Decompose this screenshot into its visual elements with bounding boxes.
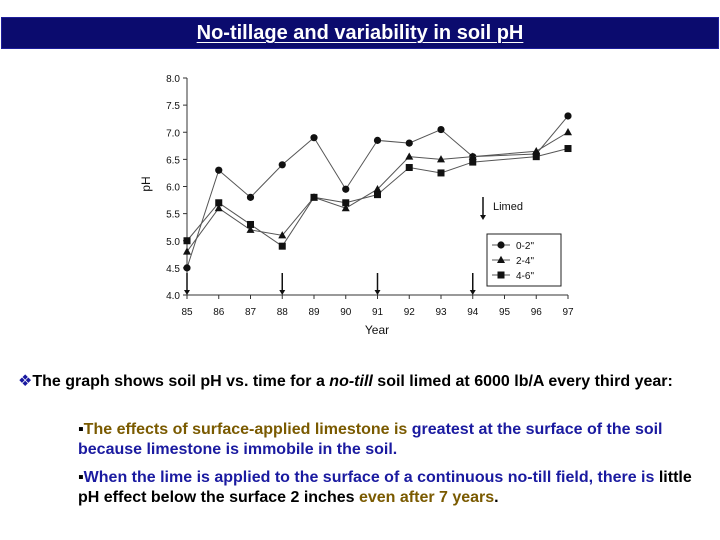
y-tick-label: 5.0 bbox=[166, 237, 180, 248]
intro-text-c: soil limed at 6000 lb/A every third year… bbox=[372, 373, 673, 390]
ph-line-chart: 4.0 4.5 5.0 5.5 6.0 6.5 7.0 7.5 8.0 85 86 87 88 89 90 9… bbox=[139, 74, 574, 337]
limed-arrow-head bbox=[279, 290, 286, 295]
x-tick-label: 89 bbox=[308, 307, 320, 318]
data-point bbox=[405, 164, 413, 172]
data-point bbox=[342, 185, 350, 193]
data-point bbox=[468, 152, 477, 160]
y-tick-label: 6.0 bbox=[166, 183, 180, 194]
series-line bbox=[186, 148, 569, 247]
legend-label: 4-6" bbox=[516, 271, 534, 282]
bullet1-text-a: The effects of surface-applied limestone… bbox=[83, 421, 412, 438]
series-square bbox=[183, 145, 572, 250]
x-tick-label: 94 bbox=[467, 307, 479, 318]
data-point bbox=[278, 231, 287, 239]
data-point bbox=[310, 193, 318, 201]
bullet2-text-d: . bbox=[494, 489, 499, 506]
intro-text-italic: no-till bbox=[329, 373, 373, 390]
data-point bbox=[374, 191, 381, 199]
x-tick-label: 92 bbox=[404, 307, 416, 318]
limed-key-arrow-head bbox=[480, 215, 486, 220]
limed-arrow-head bbox=[469, 290, 476, 295]
data-point bbox=[469, 158, 477, 166]
bullet-depth-effect: ▪When the lime is applied to the surface… bbox=[78, 468, 698, 508]
data-point bbox=[342, 199, 350, 207]
data-point bbox=[532, 147, 541, 155]
data-point bbox=[247, 220, 254, 228]
y-tick-label: 7.0 bbox=[166, 128, 180, 139]
legend-label: 0-2" bbox=[516, 241, 534, 252]
data-point bbox=[215, 166, 223, 174]
bullet2-text-a: When the lime is applied to the surface … bbox=[83, 469, 659, 486]
title-banner: No-tillage and variability in soil pH bbox=[1, 17, 719, 49]
intro-text-a: The graph shows soil pH vs. time for a bbox=[32, 373, 330, 390]
data-point bbox=[564, 145, 572, 153]
data-point bbox=[183, 247, 191, 255]
data-point bbox=[497, 271, 505, 279]
data-point bbox=[564, 128, 572, 136]
x-tick-label: 88 bbox=[277, 307, 289, 318]
data-point bbox=[405, 139, 413, 147]
bullet2-text-c: even after 7 years bbox=[358, 489, 495, 506]
y-tick-label: 7.5 bbox=[166, 101, 180, 112]
x-tick-label: 96 bbox=[531, 307, 543, 318]
data-point bbox=[373, 136, 382, 144]
x-tick-label: 90 bbox=[340, 307, 352, 318]
legend-label: 2-4" bbox=[516, 256, 534, 267]
data-point bbox=[246, 193, 255, 201]
x-tick-label: 85 bbox=[181, 307, 193, 318]
data-point bbox=[437, 169, 445, 177]
data-point bbox=[183, 264, 191, 272]
data-point bbox=[373, 185, 382, 193]
data-point bbox=[341, 204, 350, 212]
data-point bbox=[405, 152, 414, 160]
data-point bbox=[497, 255, 505, 263]
x-tick-label: 95 bbox=[499, 307, 511, 318]
data-point bbox=[497, 241, 505, 249]
bullet1-text-b: greatest at the surface of the soil beca… bbox=[78, 421, 663, 458]
x-tick-label: 97 bbox=[562, 307, 574, 318]
data-point bbox=[214, 204, 223, 212]
data-point bbox=[278, 161, 286, 169]
bullet-surface-effect: ▪The effects of surface-applied limeston… bbox=[78, 420, 698, 460]
page-title: No-tillage and variability in soil pH bbox=[196, 22, 524, 44]
data-point bbox=[310, 134, 318, 142]
square-bullet-icon: ▪ bbox=[78, 421, 84, 438]
square-bullet-icon: ▪ bbox=[78, 469, 84, 486]
chart-axes: 4.0 4.5 5.0 5.5 6.0 6.5 7.0 7.5 8.0 85 86 87 88 89 90 9… bbox=[166, 74, 574, 318]
limed-annotation: Limed bbox=[493, 201, 523, 213]
chart-series bbox=[183, 112, 572, 272]
y-tick-label: 6.5 bbox=[166, 155, 180, 166]
data-point bbox=[564, 112, 572, 120]
chart-legend: 0-2" 2-4" 4-6" bbox=[486, 233, 562, 287]
data-point bbox=[532, 153, 540, 161]
y-tick-label: 5.5 bbox=[166, 210, 180, 221]
diamond-bullet-icon: ❖ bbox=[18, 373, 33, 390]
x-tick-label: 91 bbox=[372, 307, 384, 318]
data-point bbox=[246, 225, 255, 233]
paragraph-intro: ❖The graph shows soil pH vs. time for a … bbox=[18, 372, 708, 392]
y-tick-label: 4.0 bbox=[166, 291, 180, 302]
limed-arrow-head bbox=[374, 290, 381, 295]
data-point bbox=[278, 242, 286, 250]
data-point bbox=[215, 199, 223, 207]
y-tick-label: 8.0 bbox=[166, 74, 180, 85]
limed-arrow-head bbox=[184, 290, 190, 295]
x-tick-label: 86 bbox=[213, 307, 225, 318]
data-point bbox=[437, 125, 445, 134]
limed-arrows bbox=[184, 197, 486, 295]
y-axis-label: pH bbox=[139, 176, 153, 191]
x-tick-label: 87 bbox=[245, 307, 257, 318]
x-axis-label: Year bbox=[365, 323, 389, 337]
data-point bbox=[183, 237, 191, 245]
data-point bbox=[437, 155, 445, 163]
y-tick-label: 4.5 bbox=[166, 264, 180, 275]
x-tick-label: 93 bbox=[435, 307, 447, 318]
bullet2-text-b: little pH effect below the surface 2 inc… bbox=[78, 469, 692, 506]
